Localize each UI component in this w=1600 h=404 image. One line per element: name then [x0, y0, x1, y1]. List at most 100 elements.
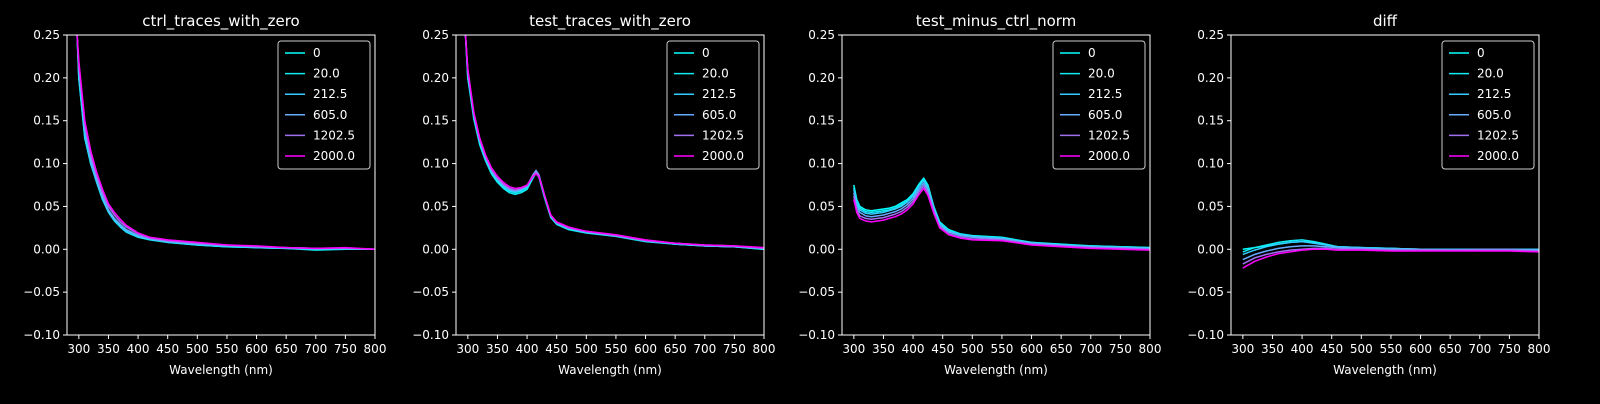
x-tick-label: 300 — [842, 342, 865, 356]
series-line-3 — [853, 182, 1150, 250]
y-tick-label: −0.05 — [1187, 285, 1224, 299]
legend-entry: 605.0 — [1477, 108, 1511, 122]
x-tick-label: 700 — [304, 342, 327, 356]
legend-entry: 2000.0 — [1088, 149, 1130, 163]
y-tick-label: −0.10 — [798, 328, 835, 342]
legend-entry: 0 — [1088, 46, 1096, 60]
x-axis-label: Wavelength (nm) — [1333, 363, 1437, 377]
x-tick-label: 650 — [1439, 342, 1462, 356]
y-tick-label: 0.25 — [33, 28, 60, 42]
x-tick-label: 650 — [664, 342, 687, 356]
legend-entry: 2000.0 — [1477, 149, 1519, 163]
chart-title: ctrl_traces_with_zero — [142, 12, 299, 31]
legend-entry: 20.0 — [702, 67, 729, 81]
axes-frame — [66, 34, 376, 336]
legend-entry: 1202.5 — [313, 128, 355, 142]
legend-entry: 605.0 — [702, 108, 736, 122]
x-tick-label: 400 — [516, 342, 539, 356]
chart-title: test_traces_with_zero — [529, 12, 691, 31]
x-tick-label: 550 — [990, 342, 1013, 356]
chart-panel-4: diff 300 350 400 450 500 550 600 650 700 750 800 −0.… — [1187, 12, 1550, 377]
series-line-5 — [464, 35, 764, 249]
x-tick-label: 500 — [575, 342, 598, 356]
y-tick-label: 0.10 — [1197, 157, 1224, 171]
y-tick-label: 0.15 — [808, 114, 835, 128]
y-tick-label: −0.05 — [412, 285, 449, 299]
legend-entry: 212.5 — [313, 87, 347, 101]
x-tick-label: 400 — [127, 342, 150, 356]
series-line-5 — [1242, 248, 1539, 269]
legend-entry: 20.0 — [1477, 67, 1504, 81]
y-tick-label: 0.10 — [422, 157, 449, 171]
y-tick-label: 0.15 — [422, 114, 449, 128]
x-tick-label: 800 — [1528, 342, 1551, 356]
y-tick-label: 0.10 — [808, 157, 835, 171]
x-tick-label: 300 — [67, 342, 90, 356]
legend-entry: 20.0 — [1088, 67, 1115, 81]
y-tick-label: 0.00 — [1197, 242, 1224, 256]
chart-title: diff — [1373, 12, 1398, 30]
x-tick-label: 350 — [872, 342, 895, 356]
x-tick-label: 550 — [604, 342, 627, 356]
x-tick-label: 450 — [1320, 342, 1343, 356]
x-tick-label: 600 — [634, 342, 657, 356]
legend-entry: 0 — [702, 46, 710, 60]
x-axis-label: Wavelength (nm) — [558, 363, 662, 377]
series-line-5 — [76, 35, 375, 251]
x-tick-label: 450 — [931, 342, 954, 356]
x-tick-label: 400 — [902, 342, 925, 356]
y-tick-label: 0.00 — [808, 242, 835, 256]
series-lines — [76, 35, 375, 251]
x-tick-label: 500 — [961, 342, 984, 356]
x-tick-label: 400 — [1291, 342, 1314, 356]
chart-title: test_minus_ctrl_norm — [916, 12, 1077, 31]
y-tick-label: 0.00 — [33, 242, 60, 256]
x-tick-label: 600 — [245, 342, 268, 356]
chart-panel-2: test_traces_with_zero 300 350 400 450 500 550 6… — [412, 12, 775, 377]
x-axis-label: Wavelength (nm) — [944, 363, 1048, 377]
x-tick-label: 550 — [1379, 342, 1402, 356]
x-tick-label: 750 — [1109, 342, 1132, 356]
x-tick-label: 350 — [486, 342, 509, 356]
x-tick-label: 750 — [334, 342, 357, 356]
legend-entry: 1202.5 — [702, 128, 744, 142]
legend-entry: 605.0 — [313, 108, 347, 122]
series-lines — [1242, 239, 1539, 269]
y-tick-label: −0.10 — [412, 328, 449, 342]
y-tick-label: 0.25 — [1197, 28, 1224, 42]
y-tick-label: 0.05 — [33, 199, 60, 213]
legend-entry: 0 — [313, 46, 321, 60]
legend-entry: 212.5 — [1477, 87, 1511, 101]
x-tick-label: 700 — [1468, 342, 1491, 356]
x-tick-label: 650 — [275, 342, 298, 356]
legend-entry: 0 — [1477, 46, 1485, 60]
y-tick-label: −0.05 — [23, 285, 60, 299]
x-tick-label: 300 — [1231, 342, 1254, 356]
x-tick-label: 700 — [1079, 342, 1102, 356]
legend-entry: 605.0 — [1088, 108, 1122, 122]
x-tick-label: 750 — [723, 342, 746, 356]
y-tick-label: −0.10 — [1187, 328, 1224, 342]
axes-frame — [841, 34, 1151, 336]
series-line-2 — [853, 179, 1150, 250]
axes-frame — [455, 34, 765, 336]
x-tick-label: 750 — [1498, 342, 1521, 356]
y-tick-label: 0.15 — [1197, 114, 1224, 128]
chart-panel-3: test_minus_ctrl_norm 300 350 400 450 500 550 60… — [798, 12, 1161, 377]
legend: 0 20.0 212.5 605.0 1202.5 2000.0 — [277, 40, 371, 170]
x-tick-label: 600 — [1020, 342, 1043, 356]
x-tick-label: 550 — [215, 342, 238, 356]
legend-entry: 212.5 — [1088, 87, 1122, 101]
series-line-4 — [1242, 247, 1539, 265]
legend-entry: 1202.5 — [1477, 128, 1519, 142]
x-tick-label: 800 — [1139, 342, 1162, 356]
y-tick-label: 0.05 — [422, 199, 449, 213]
legend: 0 20.0 212.5 605.0 1202.5 2000.0 — [1441, 40, 1535, 170]
x-tick-label: 600 — [1409, 342, 1432, 356]
y-tick-label: 0.25 — [808, 28, 835, 42]
y-tick-label: 0.20 — [422, 71, 449, 85]
series-lines — [853, 177, 1150, 251]
y-tick-label: −0.05 — [798, 285, 835, 299]
